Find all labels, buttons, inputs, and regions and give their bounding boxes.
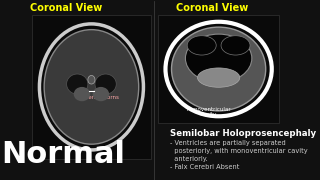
Ellipse shape bbox=[221, 36, 250, 55]
Text: Anterior Horns: Anterior Horns bbox=[79, 95, 119, 100]
Text: Normal: Normal bbox=[1, 140, 125, 169]
Text: Coronal View: Coronal View bbox=[176, 3, 248, 13]
Bar bbox=[32, 15, 150, 159]
Ellipse shape bbox=[95, 74, 116, 94]
Ellipse shape bbox=[74, 87, 90, 101]
Ellipse shape bbox=[88, 75, 95, 84]
Ellipse shape bbox=[185, 34, 252, 82]
Text: Coronal View: Coronal View bbox=[30, 3, 102, 13]
Text: Semilobar Holoprosencephaly: Semilobar Holoprosencephaly bbox=[170, 129, 316, 138]
Bar bbox=[158, 15, 279, 123]
Ellipse shape bbox=[172, 27, 266, 111]
Text: Monoventricular
Cavity: Monoventricular Cavity bbox=[186, 107, 231, 117]
Ellipse shape bbox=[187, 36, 216, 55]
Ellipse shape bbox=[44, 30, 139, 144]
Text: CSP: CSP bbox=[71, 77, 81, 82]
Ellipse shape bbox=[92, 87, 109, 101]
Ellipse shape bbox=[67, 74, 88, 94]
Ellipse shape bbox=[197, 68, 240, 87]
Text: - Ventricles are partially separated
  posteriorly, with monoventricular cavity
: - Ventricles are partially separated pos… bbox=[170, 140, 308, 170]
